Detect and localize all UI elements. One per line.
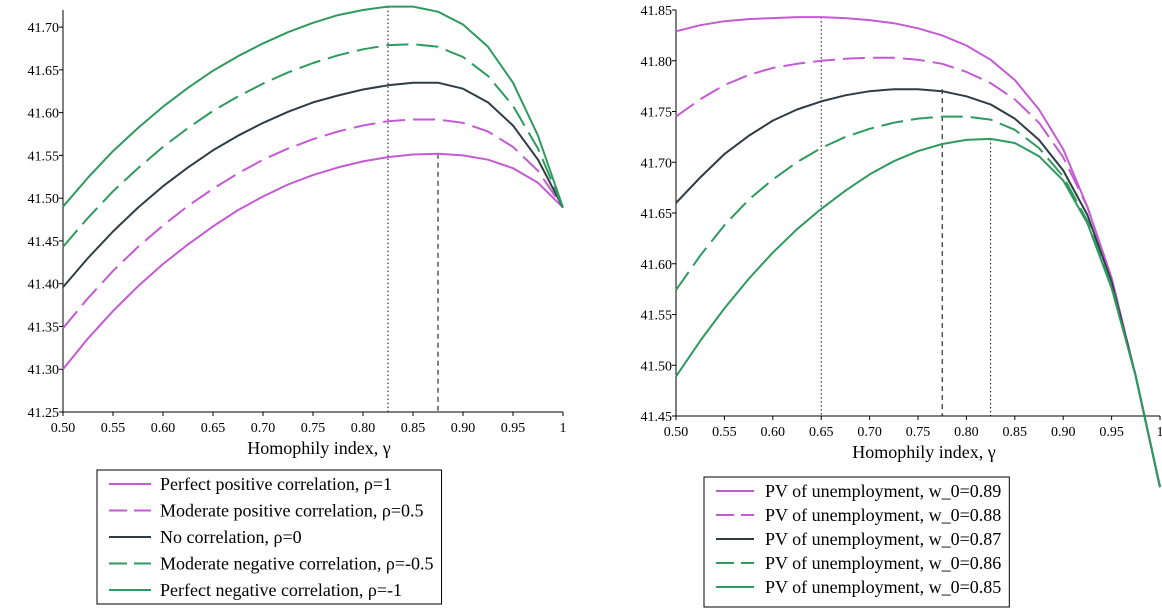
chart-2-y-tick-label: 41.75 — [641, 106, 673, 121]
chart-1-y-tick-label: 41.50 — [28, 192, 60, 207]
chart-1-x-tick-label: 0.75 — [301, 421, 326, 436]
chart-2-series-line-2 — [675, 56, 1161, 488]
chart-1-x-tick-label: 0.50 — [51, 421, 76, 436]
chart-1-y-tick-label: 41.65 — [28, 64, 60, 79]
chart-1-y-tick-label: 41.60 — [28, 107, 60, 122]
chart-2-legend-label: PV of unemployment, w_0=0.89 — [765, 481, 1001, 501]
chart-2-y-tick-label: 41.80 — [641, 55, 673, 70]
chart-1-y-tick-label: 41.30 — [28, 363, 60, 378]
chart-1-x-axis-title: Homophily index, γ — [247, 438, 390, 458]
chart-2-legend-label: PV of unemployment, w_0=0.86 — [765, 553, 1001, 573]
chart-1-y-tick-label: 41.35 — [28, 320, 60, 335]
chart-2-series-line-5 — [675, 137, 1161, 488]
chart-2-y-tick-label: 41.60 — [641, 258, 673, 273]
chart-2-x-tick-label: 0.60 — [761, 425, 786, 440]
chart-2-y-tick-label: 41.55 — [641, 309, 673, 324]
chart-1-x-tick-label: 0.60 — [151, 421, 176, 436]
chart-2-legend-label: PV of unemployment, w_0=0.88 — [765, 505, 1001, 525]
chart-1-series-line-5 — [62, 5, 564, 208]
chart-1-x-tick-label: 0.90 — [451, 421, 476, 436]
chart-2-x-tick-label: 0.75 — [906, 425, 931, 440]
chart-2-legend-label: PV of unemployment, w_0=0.85 — [765, 577, 1001, 597]
chart-1-legend-label: Moderate negative correlation, ρ=-0.5 — [160, 554, 434, 574]
chart-2-y-tick-label: 41.65 — [641, 207, 673, 222]
chart-2-legend-label: PV of unemployment, w_0=0.87 — [765, 529, 1001, 549]
chart-1-x-tick-label: 0.95 — [501, 421, 526, 436]
chart-2-series-line-4 — [675, 115, 1161, 488]
chart-1-legend-label: Perfect negative correlation, ρ=-1 — [160, 580, 402, 600]
chart-1-y-tick-label: 41.70 — [28, 21, 60, 36]
chart-2-y-tick-label: 41.70 — [641, 156, 673, 171]
chart-2-x-tick-label: 0.95 — [1099, 425, 1124, 440]
chart-2-legend-box — [703, 476, 1010, 608]
chart-1-y-tick-label: 41.55 — [28, 149, 60, 164]
chart-1-legend-label: No correlation, ρ=0 — [160, 527, 302, 547]
chart-1-series-line-2 — [62, 118, 564, 329]
chart-2-x-tick-label: 0.70 — [857, 425, 882, 440]
chart-2-x-tick-label: 0.65 — [809, 425, 834, 440]
chart-2-series-line-1 — [675, 16, 1161, 488]
chart-2-x-tick-label: 0.55 — [712, 425, 737, 440]
chart-1-x-tick-label: 0.65 — [201, 421, 226, 436]
chart-1-x-tick-label: 0.80 — [351, 421, 376, 436]
chart-1-x-tick-label: 0.55 — [101, 421, 126, 436]
chart-1-legend-label: Perfect positive correlation, ρ=1 — [160, 474, 392, 494]
chart-2-x-tick-label: 0.90 — [1051, 425, 1076, 440]
chart-2-x-tick-label: 0.85 — [1003, 425, 1028, 440]
chart-1-series-line-4 — [62, 43, 564, 248]
chart-1-x-tick-label: 1 — [560, 421, 567, 436]
chart-1-y-tick-label: 41.25 — [28, 406, 60, 421]
chart-1-series-line-3 — [62, 81, 564, 288]
chart-1-x-tick-label: 0.70 — [251, 421, 276, 436]
chart-2-x-tick-label: 1 — [1157, 425, 1162, 440]
chart-2-y-tick-label: 41.45 — [641, 410, 673, 425]
chart-1-x-tick-label: 0.85 — [401, 421, 426, 436]
chart-2-series-line-3 — [675, 88, 1161, 488]
chart-2-x-axis-title: Homophily index, γ — [852, 442, 995, 462]
chart-2-x-tick-label: 0.80 — [954, 425, 979, 440]
chart-2-y-tick-label: 41.50 — [641, 359, 673, 374]
chart-2-x-tick-label: 0.50 — [664, 425, 689, 440]
chart-1-legend-label: Moderate positive correlation, ρ=0.5 — [160, 501, 424, 521]
chart-2-y-tick-label: 41.85 — [641, 4, 673, 19]
chart-1-y-tick-label: 41.40 — [28, 278, 60, 293]
chart-1-y-tick-label: 41.45 — [28, 235, 60, 250]
chart-1-series-line-1 — [62, 152, 564, 370]
chart-1-legend-box — [96, 469, 443, 605]
